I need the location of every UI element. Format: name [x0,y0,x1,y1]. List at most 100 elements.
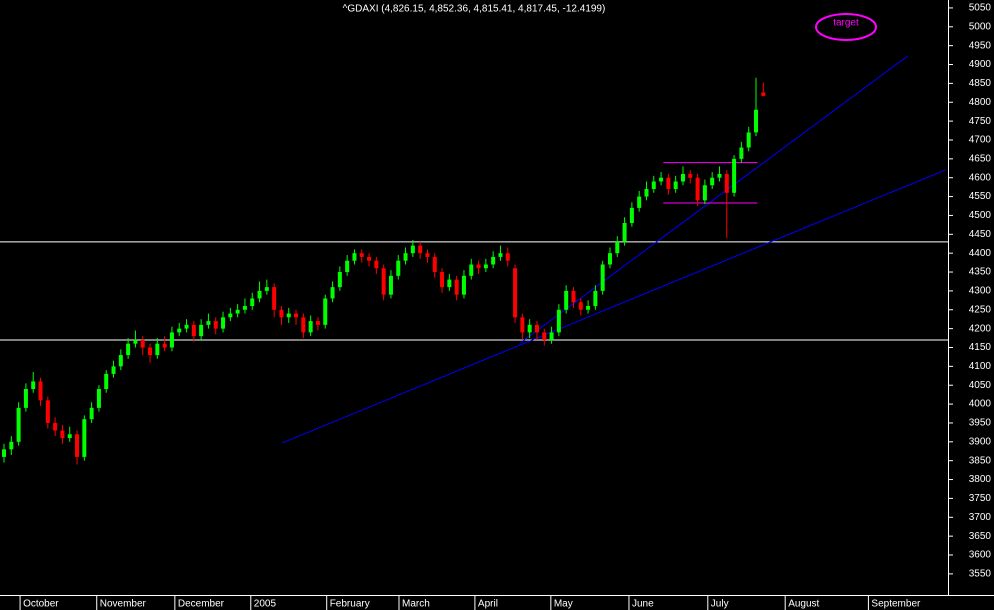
candle-body [724,173,729,193]
y-tick-label: 4450 [969,229,992,240]
x-tick-label: June [632,599,654,610]
candle-body [177,328,182,333]
candle-body [367,256,372,261]
y-tick-label: 4550 [969,191,992,202]
candle-body [308,321,313,333]
candle-body [82,419,87,457]
y-tick-label: 4950 [969,40,992,51]
candle-body [381,268,386,295]
y-tick-label: 5000 [969,21,992,32]
candle-body [118,355,123,367]
candle-body [264,287,269,291]
candle-body [534,324,539,333]
y-tick-label: 3750 [969,493,992,504]
candle-body [60,430,65,439]
candle-body [513,268,518,318]
candle-body [578,302,583,310]
candle-body [732,158,737,193]
candle-body [637,196,642,208]
candle-body [286,313,291,318]
candle-body [184,324,189,329]
y-tick-label: 4050 [969,380,992,391]
target-ellipse [815,13,877,41]
candle-body [235,309,240,314]
candle-body [600,264,605,291]
y-tick-label: 4700 [969,135,992,146]
y-tick-label: 3850 [969,455,992,466]
y-tick-label: 4000 [969,399,992,410]
x-tick-label: July [711,599,729,610]
candle-body [213,321,218,329]
candle-body [31,381,36,389]
candle-body [359,253,364,257]
candle-body [323,298,328,325]
candle-body [191,324,196,337]
candle-body [337,272,342,288]
candle-body [586,305,591,310]
candle-body [629,207,634,223]
x-tick-label: February [330,599,370,610]
x-tick-label: 2005 [254,599,277,610]
candle-body [461,275,466,295]
y-tick-label: 4300 [969,286,992,297]
candle-body [680,173,685,182]
candle-body [45,400,50,423]
candle-body [396,260,401,276]
candle-body [75,434,80,457]
candle-body [9,441,14,450]
candle-body [199,324,204,337]
y-tick-label: 3600 [969,550,992,561]
candle-body [89,407,94,420]
annotation: target [833,18,859,29]
candle-body [695,177,700,201]
candle-body [315,321,320,325]
candle-body [133,339,138,344]
candle-body [651,181,656,190]
candle-body [257,290,262,299]
candle-body [520,317,525,333]
trend-line [519,55,909,344]
candle-body [23,388,28,408]
candle-body [615,241,620,254]
y-tick-label: 4400 [969,248,992,259]
candle-body [345,260,350,273]
candle-body [104,373,109,389]
y-tick-label: 4200 [969,323,992,334]
y-tick-label: 3900 [969,436,992,447]
candle-body [622,222,627,242]
candle-body [761,92,766,96]
x-tick-label: August [788,599,819,610]
candle-body [388,275,393,295]
candle-body [352,253,357,261]
candle-body [221,317,226,329]
candle-body [67,434,72,439]
trend-line [281,169,947,444]
candle-body [556,309,561,333]
y-tick-label: 3550 [969,569,992,580]
y-tick-label: 5050 [969,3,992,14]
candle-body [410,245,415,254]
y-tick-label: 4750 [969,116,992,127]
candle-body [126,343,131,356]
candle-body [440,272,445,288]
candle-body [549,332,554,340]
candle-body [564,290,569,310]
candle-body [403,253,408,261]
y-tick-label: 4900 [969,59,992,70]
y-tick-label: 4100 [969,361,992,372]
candle-body [454,279,459,295]
candle-body [753,109,758,133]
x-tick-label: October [23,599,59,610]
candle-body [644,189,649,197]
candle-body [330,287,335,299]
candle-body [16,407,21,442]
candle-body [702,185,707,201]
candle-body [498,253,503,257]
candle-body [96,388,101,408]
candle-body [673,181,678,190]
candle-body [571,290,576,303]
y-tick-label: 4350 [969,267,992,278]
x-tick-label: April [478,599,498,610]
